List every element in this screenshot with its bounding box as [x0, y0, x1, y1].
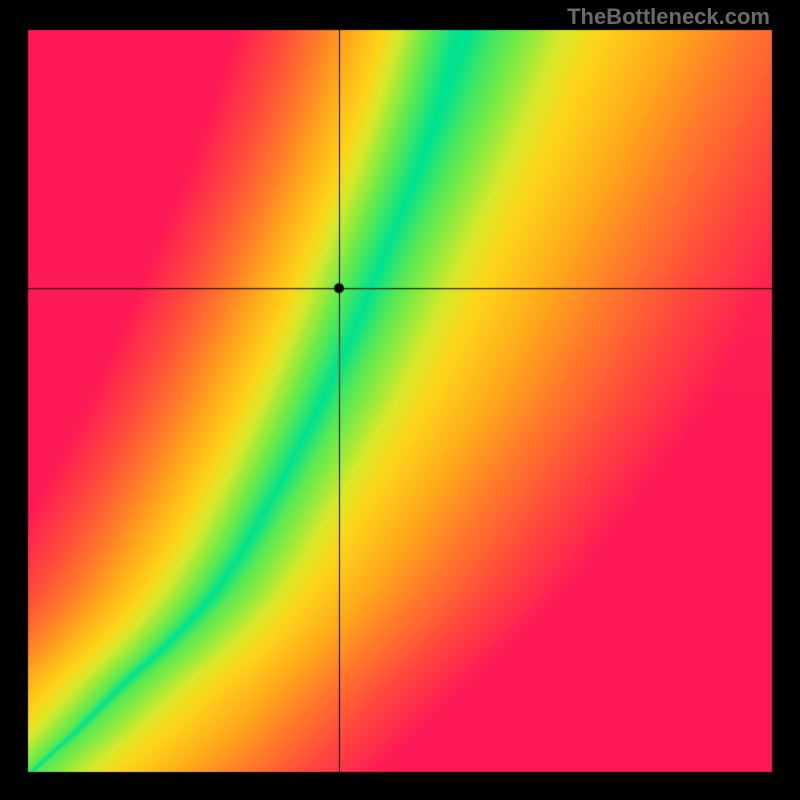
watermark-text: TheBottleneck.com [567, 4, 770, 30]
heatmap-canvas [0, 0, 800, 800]
chart-container: TheBottleneck.com [0, 0, 800, 800]
